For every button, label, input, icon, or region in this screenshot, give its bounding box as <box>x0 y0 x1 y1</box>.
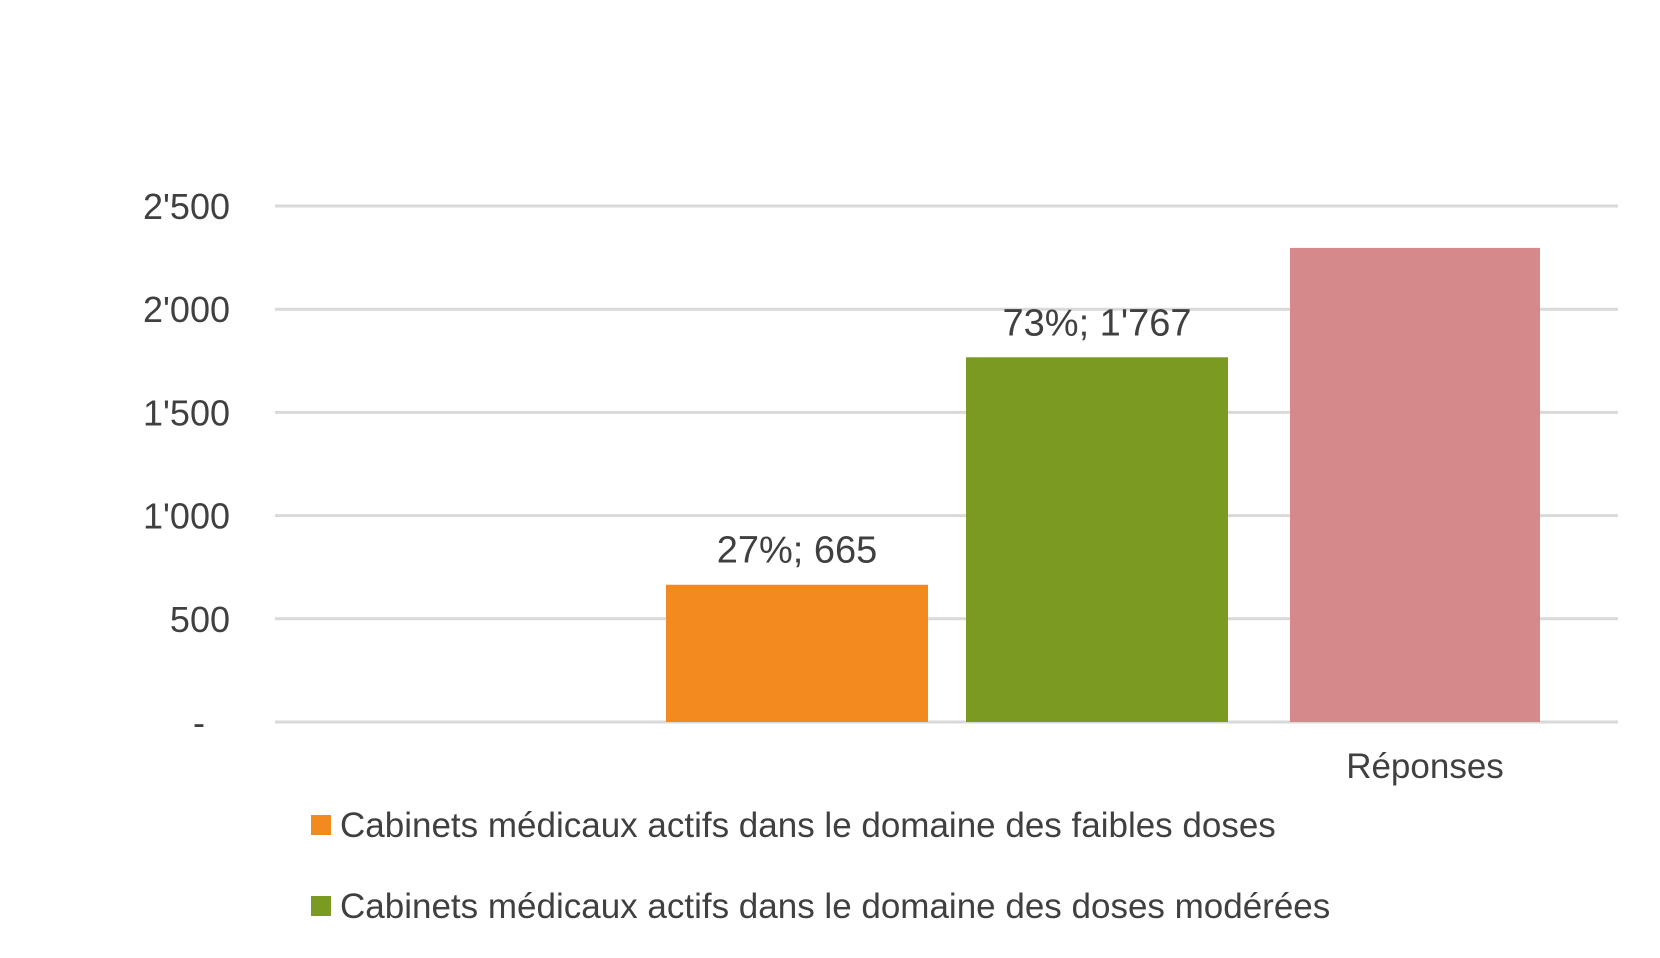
legend-label-1: Cabinets médicaux actifs dans le domaine… <box>340 806 1276 845</box>
legend-label-2: Cabinets médicaux actifs dans le domaine… <box>340 887 1330 926</box>
y-tick-label-0: - <box>193 702 205 743</box>
bar-series-3 <box>1290 247 1540 722</box>
y-tick-label-5: 2'500 <box>143 186 230 227</box>
bar-series-1 <box>666 584 928 722</box>
y-tick-label-1: 500 <box>170 599 230 640</box>
legend-swatch-1 <box>311 815 331 835</box>
x-category-label: Réponses <box>1346 747 1504 786</box>
data-label-series-2: 73%; 1'767 <box>1003 302 1192 344</box>
legend-swatch-2 <box>311 896 331 916</box>
bar-series-2 <box>966 357 1228 722</box>
y-tick-label-4: 2'000 <box>143 289 230 330</box>
data-label-series-1: 27%; 665 <box>717 530 878 572</box>
y-tick-label-3: 1'500 <box>143 392 230 433</box>
y-tick-label-2: 1'000 <box>143 496 230 537</box>
